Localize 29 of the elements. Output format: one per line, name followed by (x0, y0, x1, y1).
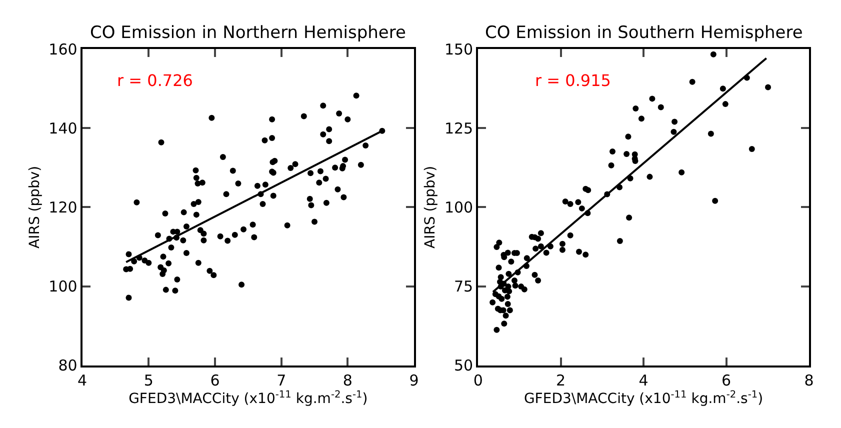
y-tick-label: 140 (48, 119, 78, 138)
y-tick-label: 100 (48, 278, 78, 296)
y-tick-label: 160 (48, 40, 78, 58)
x-tick-label: 6 (210, 371, 220, 390)
x-tick-label: 6 (721, 371, 732, 390)
y-axis-title: AIRS (ppbv) (26, 166, 43, 248)
x-tick-label: 0 (473, 371, 483, 390)
x-tick-label: 4 (638, 371, 648, 390)
annotation: r = 0.915 (535, 71, 611, 90)
y-tick-label: 125 (444, 119, 474, 138)
y-tick-label: 80 (58, 356, 78, 375)
y-tick-label: 150 (444, 40, 474, 58)
y-tick-label: 75 (454, 278, 474, 296)
x-tick-label: 9 (409, 371, 419, 390)
x-axis-title: GFED3\MACCity (x10$^{-11}$ kg.m$^{-2}$.s$^{-1}$) (128, 389, 368, 408)
x-tick-label: 2 (556, 371, 566, 390)
y-axis-title: AIRS (ppbv) (422, 166, 439, 248)
y-tick-label: 120 (48, 198, 78, 216)
chart-title: CO Emission in Southern Hemisphere (485, 23, 803, 43)
x-tick-label: 5 (144, 371, 154, 390)
x-axis-title: GFED3\MACCity (x10$^{-11}$ kg.m$^{-2}$.s$^{-1}$) (524, 389, 764, 408)
y-tick-label: 50 (454, 356, 474, 375)
x-tick-label: 7 (276, 371, 286, 390)
y-tick-label: 100 (444, 198, 474, 216)
x-tick-label: 8 (804, 371, 814, 390)
chart-title: CO Emission in Northern Hemisphere (90, 23, 406, 43)
x-tick-label: 4 (78, 371, 88, 390)
annotation: r = 0.726 (117, 71, 193, 90)
x-tick-label: 8 (342, 371, 352, 390)
